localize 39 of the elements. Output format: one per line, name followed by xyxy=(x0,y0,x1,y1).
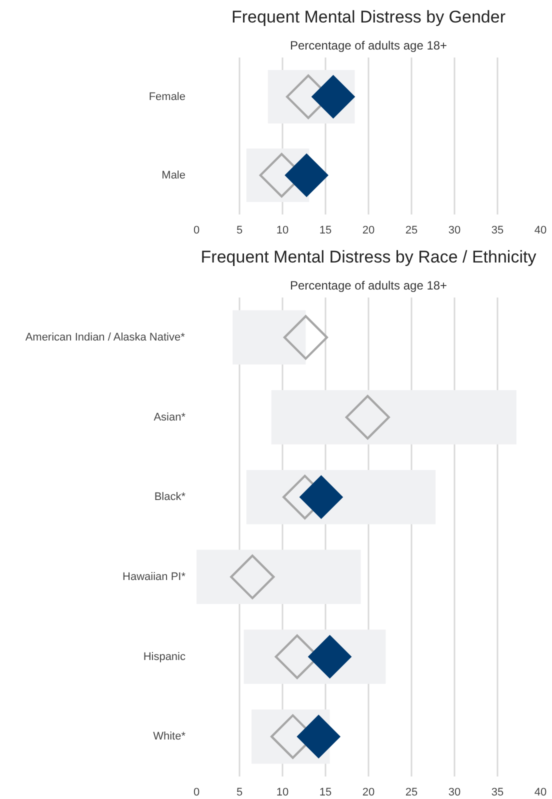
x-tick-label: 10 xyxy=(276,224,289,236)
x-tick-label: 40 xyxy=(534,786,547,798)
x-tick-label: 15 xyxy=(319,786,332,798)
point xyxy=(284,154,328,197)
x-tick-label: 30 xyxy=(448,786,461,798)
chart-title: Frequent Mental Distress by Gender xyxy=(231,8,506,26)
x-tick-label: 35 xyxy=(491,224,504,236)
x-tick-label: 40 xyxy=(534,224,547,236)
chart-subtitle: Percentage of adults age 18+ xyxy=(290,38,448,52)
x-tick-label: 5 xyxy=(236,224,243,236)
point xyxy=(283,315,328,360)
y-tick-label: Black* xyxy=(154,491,186,504)
x-tick-label: 10 xyxy=(276,786,289,798)
x-tick-label: 20 xyxy=(362,224,375,236)
point xyxy=(299,475,343,519)
y-tick-label: American Indian / Alaska Native* xyxy=(25,331,186,344)
y-tick-label: Hawaiian PI* xyxy=(122,570,186,583)
x-tick-label: 0 xyxy=(193,786,200,798)
x-tick-label: 25 xyxy=(405,224,418,236)
y-tick-label: Male xyxy=(162,169,186,182)
chart-title: Frequent Mental Distress by Race / Ethnicity xyxy=(200,248,537,266)
x-tick-label: 25 xyxy=(405,786,418,798)
x-tick-label: 20 xyxy=(362,786,375,798)
x-tick-label: 5 xyxy=(236,786,243,798)
x-tick-label: 35 xyxy=(491,786,504,798)
x-tick-label: 15 xyxy=(319,224,332,236)
x-tick-label: 30 xyxy=(448,224,461,236)
point xyxy=(230,554,275,600)
point xyxy=(345,394,390,440)
chart-subtitle: Percentage of adults age 18+ xyxy=(290,278,448,292)
y-tick-label: Female xyxy=(148,90,186,103)
y-tick-label: White* xyxy=(153,730,186,743)
point xyxy=(296,714,340,758)
bar xyxy=(196,550,361,604)
x-tick-label: 0 xyxy=(193,224,200,236)
y-tick-label: Asian* xyxy=(154,411,186,424)
y-tick-label: Hispanic xyxy=(143,650,186,663)
bar xyxy=(271,390,516,444)
bar xyxy=(232,310,306,365)
